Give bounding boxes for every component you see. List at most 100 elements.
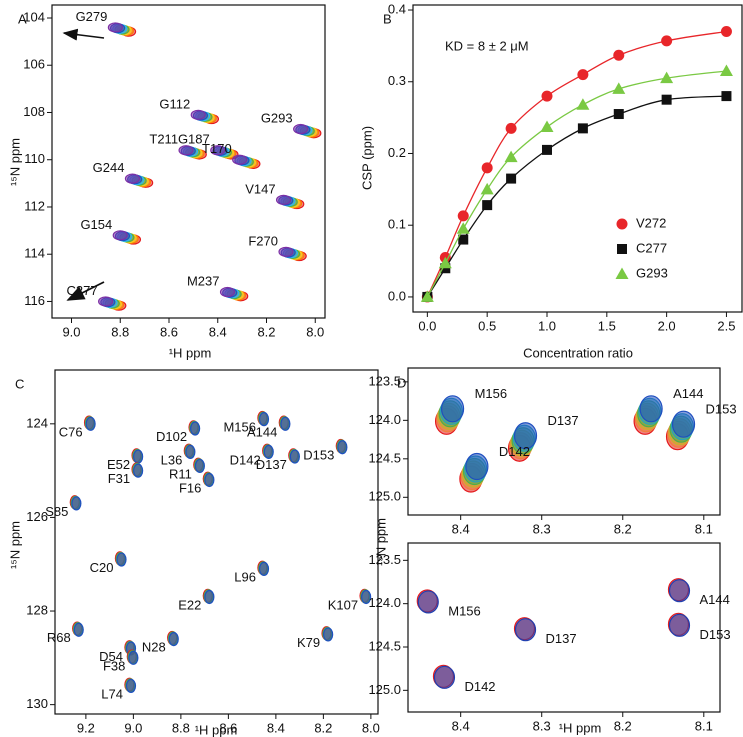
data-point	[540, 120, 554, 132]
data-point	[721, 91, 732, 102]
y-tick-label: 0.4	[388, 1, 406, 16]
peak-contour	[337, 440, 348, 455]
peak-contour	[258, 412, 270, 427]
y-tick-label: 0.3	[388, 73, 406, 88]
peak-contour	[210, 145, 226, 156]
y-tick-label: 110	[24, 151, 45, 166]
peak-contour	[185, 444, 196, 460]
x-tick-label: 8.2	[614, 521, 632, 536]
fit-curve	[426, 70, 727, 298]
plot-frame	[51, 4, 326, 319]
peak-contour	[465, 452, 489, 481]
data-point	[577, 123, 588, 134]
peak-contour	[232, 154, 248, 165]
annotation: KD = 8 ± 2 μM	[445, 38, 529, 53]
data-point	[612, 82, 626, 94]
data-point	[505, 122, 517, 134]
fit-curve	[426, 95, 727, 298]
peak-contour	[112, 230, 128, 241]
peak-contour	[639, 395, 663, 423]
x-tick-label: 8.4	[267, 720, 285, 735]
peak-label: L36	[161, 452, 183, 467]
data-point	[440, 263, 451, 274]
peak-label: D137	[546, 631, 577, 646]
peak-contour	[668, 579, 691, 603]
peak-label: A144	[699, 592, 729, 607]
x-tick-label: 8.2	[257, 324, 275, 339]
peak-contour	[204, 472, 215, 488]
y-axis-label: CSP (ppm)	[359, 126, 374, 190]
data-point	[438, 256, 452, 269]
data-point	[577, 69, 589, 81]
peak-label: F16	[179, 480, 201, 495]
data-point	[613, 49, 625, 61]
peak-label: D54	[99, 649, 123, 664]
x-tick-label: 8.3	[533, 521, 551, 536]
y-tick-label: 130	[26, 696, 48, 711]
x-axis-label: Concentration ratio	[523, 345, 633, 360]
peak-label: K79	[297, 635, 320, 650]
y-tick-label: 128	[26, 602, 48, 617]
y-axis-label: ¹⁵N ppm	[7, 521, 22, 569]
peak-label: D153	[706, 402, 737, 417]
peak-contour	[280, 416, 291, 431]
x-tick-label: 2.0	[658, 318, 676, 333]
x-axis-label: ¹H ppm	[195, 722, 238, 737]
y-tick-label: 123.5	[368, 552, 401, 567]
peak-contour	[116, 552, 127, 567]
peak-label: G187	[178, 132, 210, 147]
peak-label: F38	[103, 658, 125, 673]
data-point	[541, 144, 552, 155]
data-point	[506, 173, 517, 184]
x-tick-label: 9.0	[124, 720, 142, 735]
peak-contour	[133, 449, 144, 464]
x-tick-label: 0.5	[478, 318, 496, 333]
data-point	[660, 71, 674, 84]
peak-label: M156	[223, 420, 256, 435]
x-tick-label: 8.0	[306, 324, 324, 339]
peak-contour	[323, 627, 334, 642]
peak-label: G244	[93, 160, 125, 175]
plot-frame	[407, 367, 721, 516]
x-tick-label: 1.5	[598, 318, 616, 333]
peak-label: E22	[178, 597, 201, 612]
peak-contour	[125, 678, 137, 694]
y-tick-label: 104	[23, 9, 45, 24]
x-tick-label: 8.2	[614, 718, 632, 733]
peak-contour	[98, 296, 114, 307]
y-tick-label: 0.1	[388, 217, 406, 232]
data-point	[613, 109, 624, 120]
x-tick-label: 8.1	[695, 718, 713, 733]
peak-label: S85	[45, 504, 68, 519]
peak-label: C76	[59, 424, 83, 439]
legend-marker	[615, 267, 629, 279]
data-point	[457, 210, 469, 222]
peak-contour	[275, 194, 292, 205]
peak-contour	[219, 286, 236, 298]
x-tick-label: 9.2	[77, 720, 95, 735]
peak-label: C20	[90, 560, 114, 575]
peak-contour	[190, 109, 206, 120]
peak-label: M237	[187, 273, 220, 288]
y-tick-label: 124.0	[368, 595, 401, 610]
y-tick-label: 106	[23, 57, 45, 72]
legend-label: V272	[636, 215, 666, 230]
x-tick-label: 8.6	[219, 720, 237, 735]
y-tick-label: 124.5	[368, 450, 401, 465]
y-tick-label: 114	[24, 246, 45, 261]
data-point	[482, 200, 493, 211]
peak-label: D153	[699, 627, 730, 642]
peak-contour	[417, 590, 439, 614]
shift-arrow	[62, 28, 105, 41]
peak-contour	[361, 589, 372, 605]
peak-contour	[668, 613, 691, 637]
y-tick-label: 124	[26, 415, 48, 430]
peak-contour	[85, 416, 96, 431]
peak-contour	[258, 561, 270, 577]
peak-label: A144	[247, 424, 277, 439]
peak-label: A144	[673, 386, 703, 401]
x-tick-label: 8.8	[172, 720, 190, 735]
peak-label: E52	[107, 457, 130, 472]
data-point	[458, 234, 469, 245]
